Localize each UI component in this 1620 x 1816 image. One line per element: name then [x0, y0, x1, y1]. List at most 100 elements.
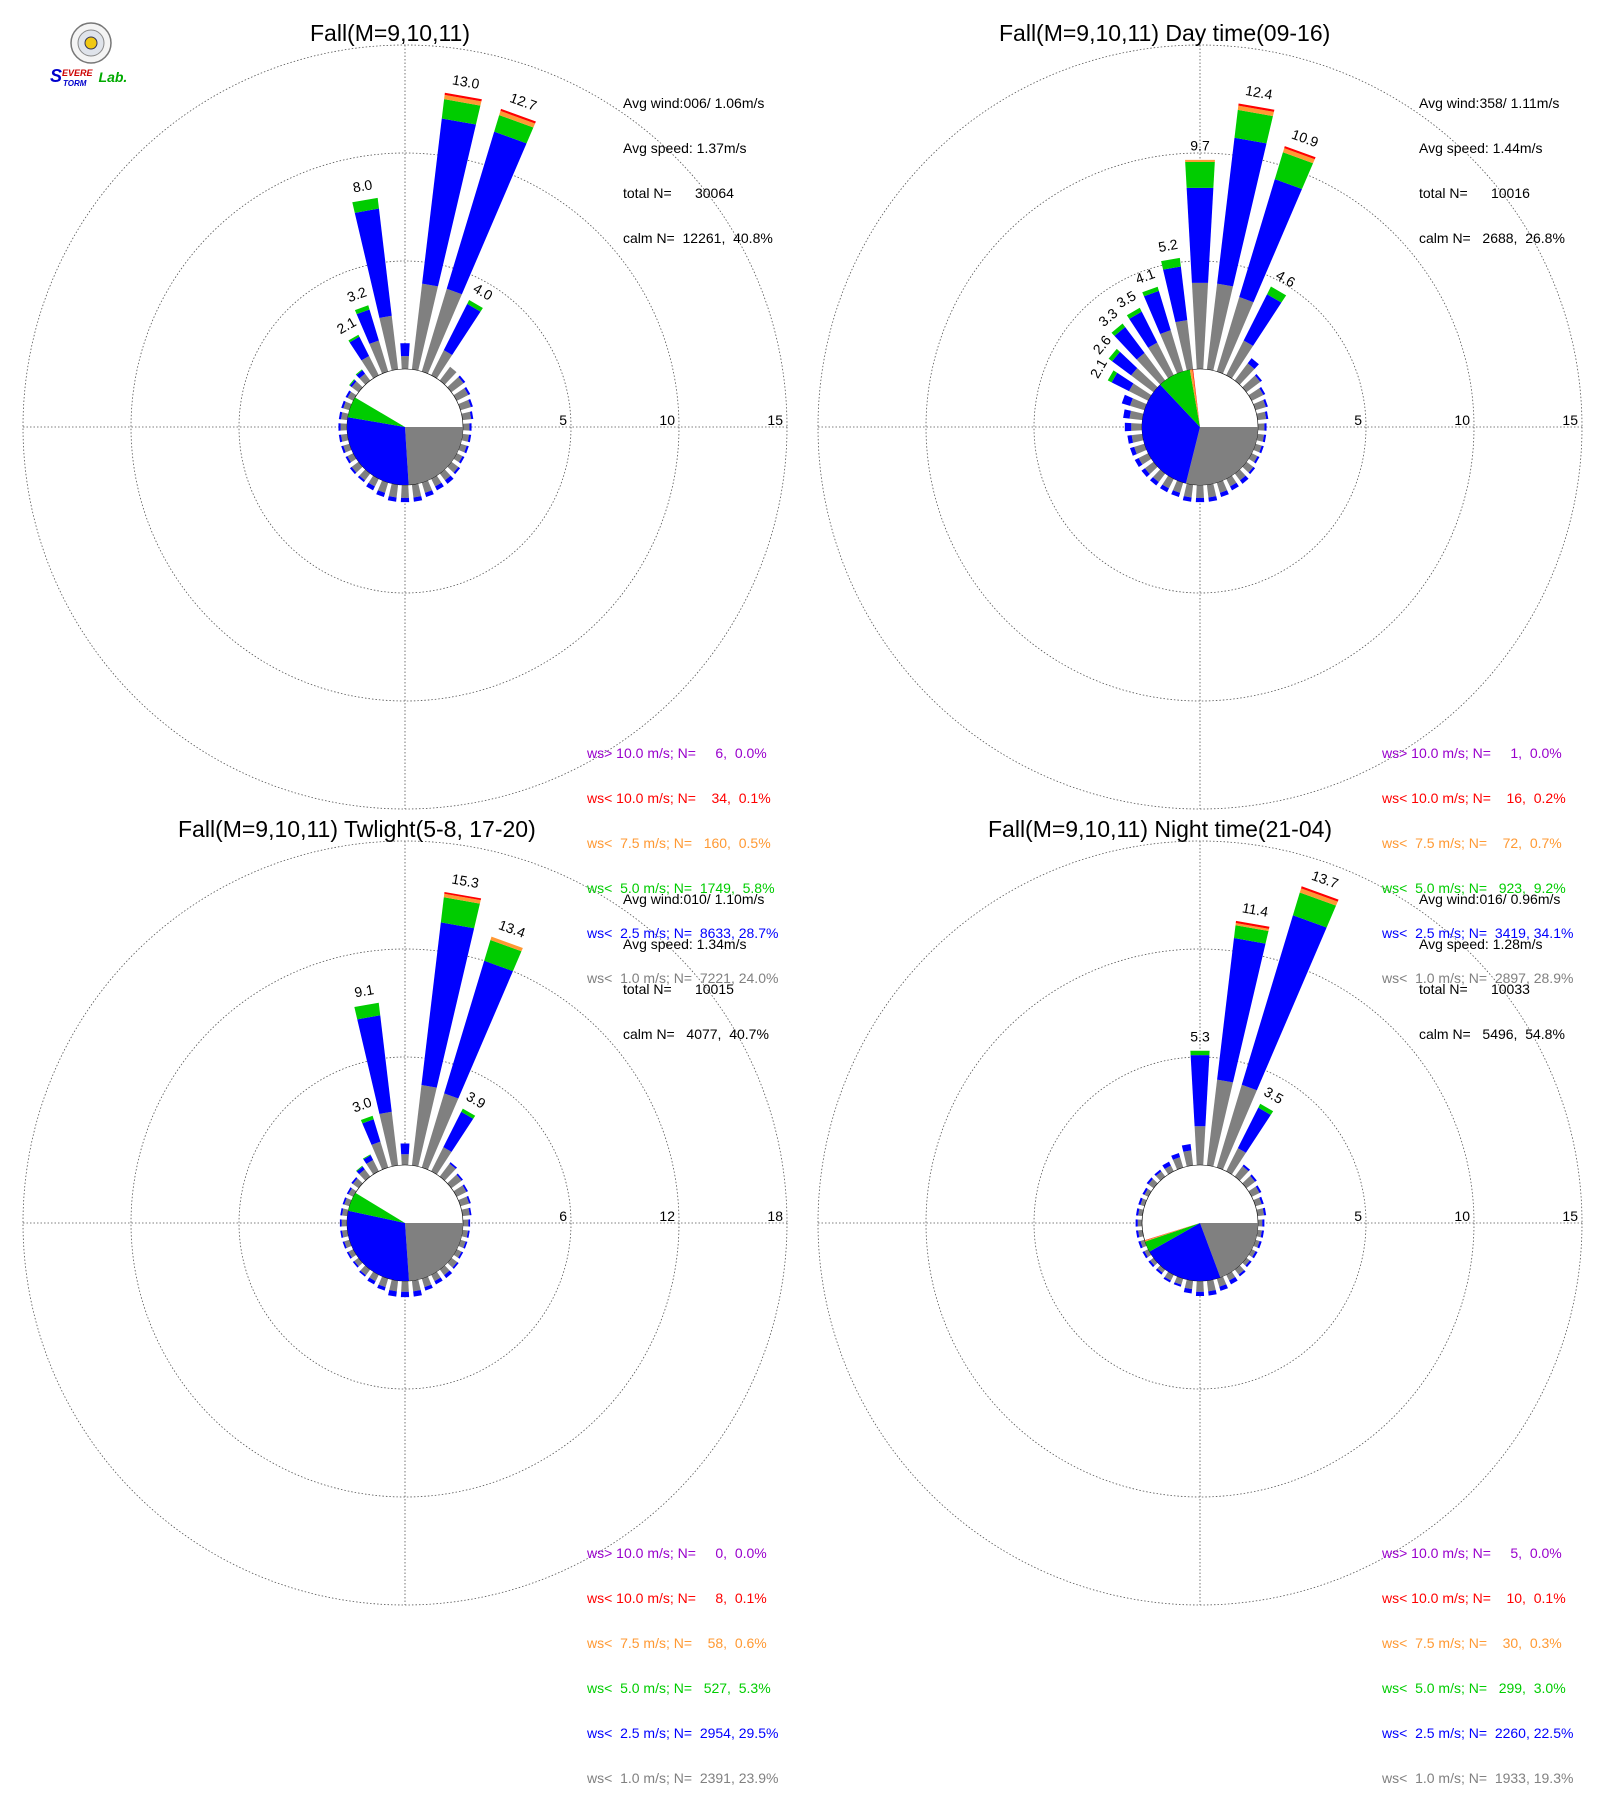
petal-10: [1206, 103, 1275, 371]
petal-segment-lt5: [356, 1165, 363, 1172]
petal-190: [387, 483, 399, 502]
petal-segment-lt25: [464, 386, 471, 396]
petal-value-label: 13.7: [1310, 867, 1341, 891]
windrose-chart-night: 5 10 15 5.3 11.4 13.7 3.5: [817, 840, 1583, 1606]
petal-40: [439, 366, 457, 385]
petal-segment-lt1: [1134, 443, 1147, 455]
ring-label: 5: [559, 412, 567, 428]
petal-310: [349, 379, 363, 393]
petal-200: [377, 1276, 389, 1291]
petal-segment-lt25: [1259, 1196, 1264, 1205]
petal-segment-lt5: [360, 1115, 374, 1124]
stats-block: Avg wind:016/ 0.96m/s Avg speed: 1.28m/s…: [1419, 862, 1565, 1072]
petal-segment-lt1: [1138, 1229, 1144, 1238]
petal-segment-lt1: [411, 1279, 421, 1292]
stat-calm-n: calm N= 2688, 26.8%: [1419, 230, 1565, 246]
petal-segment-lt25: [345, 390, 352, 398]
petal-segment-lt1: [458, 399, 471, 411]
petal-segment-lt75: [499, 110, 536, 128]
petal-segment-lt75: [1237, 105, 1274, 117]
ring-label: 10: [1454, 412, 1470, 428]
petal-segment-lt25: [339, 1219, 342, 1227]
petal-230: [1141, 461, 1158, 478]
petal-segment-lt1: [378, 1276, 389, 1288]
petal-130: [1242, 1257, 1252, 1268]
windrose-chart-twilight: 6 12 18 9.1 15.3 13.4 3.9 3.0: [22, 840, 788, 1606]
petal-segment-lt25: [1149, 477, 1159, 486]
petal-segment-lt1: [379, 315, 399, 371]
petal-segment-lt25: [452, 1262, 459, 1269]
petal-value-label: 3.9: [464, 1088, 489, 1112]
petal-190: [1182, 483, 1194, 502]
petal-segment-lt1: [341, 1219, 348, 1227]
petal-segment-lt25: [443, 1111, 474, 1152]
petal-value-label: 2.1: [1087, 356, 1111, 381]
petal-segment-lt1: [421, 288, 462, 374]
petal-260: [338, 433, 349, 443]
petal-segment-lt25: [349, 379, 357, 388]
petal-340: [1171, 1153, 1184, 1170]
petal-segment-lt1: [1216, 480, 1228, 493]
petal-segment-lt1: [411, 283, 438, 371]
petal-segment-lt1: [1148, 342, 1174, 379]
petal-segment-lt1: [1234, 1166, 1249, 1181]
petal-segment-lt1: [447, 461, 459, 473]
petal-segment-lt1: [1257, 423, 1265, 431]
petal-segment-lt25: [424, 490, 434, 497]
petal-segment-lt25: [1242, 1164, 1251, 1172]
petal-segment-lt25: [1114, 326, 1145, 360]
petal-segment-lt1: [401, 1280, 409, 1292]
petal-segment-lt1: [1184, 1279, 1194, 1290]
petal-segment-lt1: [1174, 1276, 1184, 1285]
petal-value-label: 8.0: [352, 176, 374, 195]
petal-segment-lt1: [1162, 475, 1174, 489]
petal-segment-lt5: [484, 940, 522, 972]
petal-segment-lt25: [341, 445, 346, 454]
petal-segment-lt25: [434, 1277, 443, 1285]
petal-200: [1173, 1276, 1184, 1287]
legend-lt5: ws< 5.0 m/s; N= 1749, 5.8%: [587, 880, 775, 896]
petal-segment-lt25: [1146, 1177, 1153, 1185]
ring-label: 10: [1454, 1208, 1470, 1224]
legend: ws> 10.0 m/s; N= 1, 0.0% ws< 10.0 m/s; N…: [1382, 716, 1573, 1016]
petal-segment-lt25: [1142, 1187, 1148, 1195]
petal-value-label: 5.3: [1190, 1029, 1210, 1045]
legend: ws> 10.0 m/s; N= 6, 0.0% ws< 10.0 m/s; N…: [587, 716, 778, 1016]
legend-lt1: ws< 1.0 m/s; N= 2897, 28.9%: [1382, 970, 1574, 986]
petal-70: [1253, 1196, 1264, 1207]
petal-segment-lt25: [1190, 1055, 1210, 1127]
petal-segment-lt25: [1186, 187, 1214, 283]
petal-220: [357, 469, 371, 483]
petal-30: [431, 1108, 476, 1175]
petal-130: [447, 461, 461, 475]
petal-segment-lt25: [1121, 394, 1133, 406]
petal-segment-lt1: [1128, 383, 1152, 401]
petal-segment-lt1: [1248, 1186, 1260, 1197]
petal-330: [1126, 307, 1174, 379]
petal-segment-lt25: [352, 1260, 359, 1268]
ring-label: 5: [1354, 1208, 1362, 1224]
stats-block: Avg wind:006/ 1.06m/s Avg speed: 1.37m/s…: [623, 66, 773, 276]
legend-lt75: ws< 7.5 m/s; N= 30, 0.3%: [1382, 1635, 1562, 1651]
petal-segment-lt25: [342, 1197, 347, 1205]
petal-segment-lt25: [1245, 1260, 1252, 1268]
petal-90: [462, 423, 472, 431]
petal-segment-lt1: [377, 480, 389, 493]
petal-100: [1256, 1229, 1265, 1238]
petal-150: [431, 1271, 443, 1285]
petal-290: [1121, 394, 1147, 411]
petal-segment-lt25: [1262, 434, 1267, 443]
ring-label: 18: [767, 1208, 783, 1224]
petal-segment-lt10: [444, 92, 482, 102]
petal-200: [376, 480, 389, 497]
logo-text-torm: TORM: [63, 79, 87, 88]
petal-value-label: 3.0: [350, 1094, 374, 1116]
petal-segment-lt25: [1264, 411, 1269, 420]
petal-segment-lt25: [1237, 1107, 1271, 1153]
stat-avg-wind: Avg wind:016/ 0.96m/s: [1419, 891, 1561, 907]
petal-segment-lt1: [1256, 1229, 1262, 1238]
petal-120: [1248, 1249, 1258, 1259]
petal-segment-lt25: [1219, 1284, 1228, 1291]
windrose-chart-fall: 5 10 15 8.0 13.0 12.7 4.0 3.2 2.1: [22, 44, 788, 810]
calm-share-lt1: [405, 1223, 463, 1281]
